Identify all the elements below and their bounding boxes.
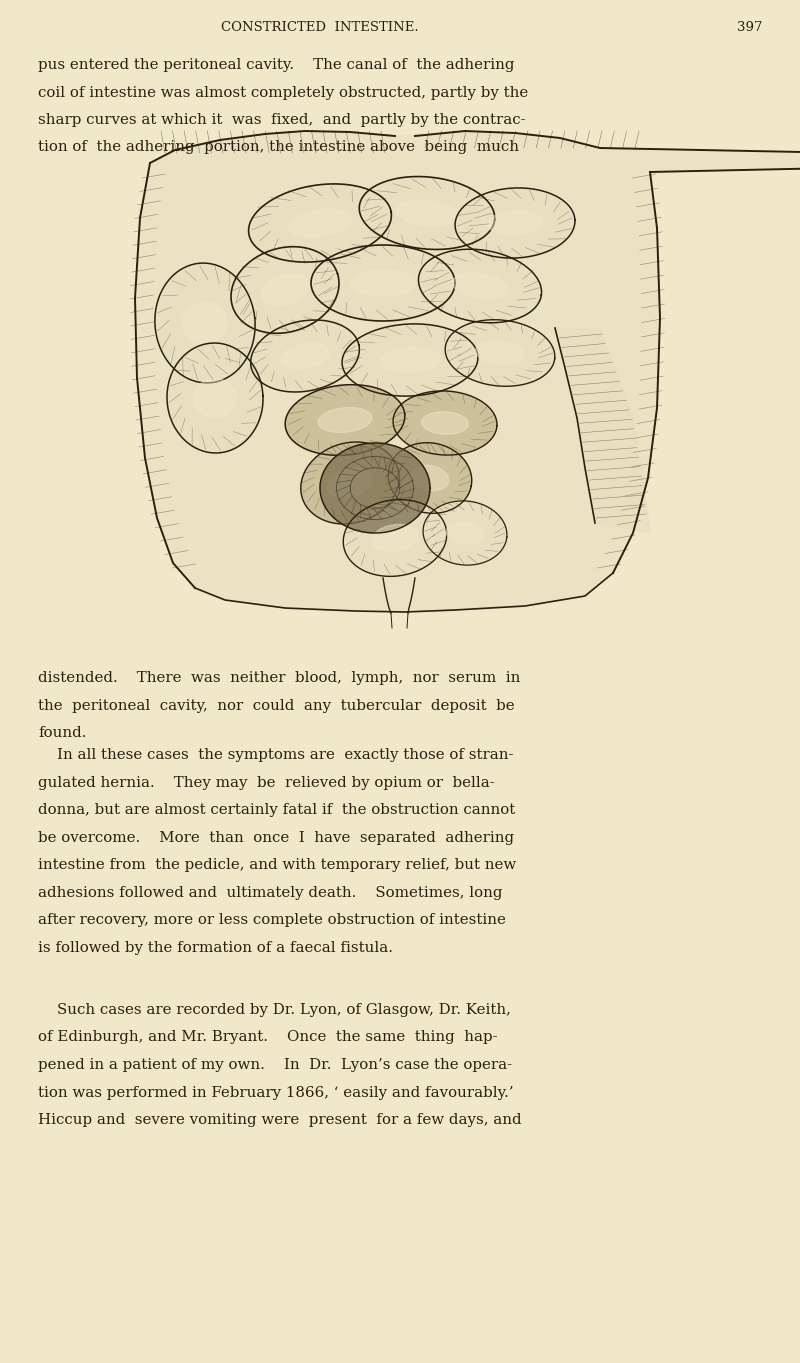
Text: adhesions followed and  ultimately death.    Sometimes, long: adhesions followed and ultimately death.…	[38, 886, 502, 900]
Polygon shape	[393, 391, 497, 455]
Text: of Edinburgh, and Mr. Bryant.    Once  the same  thing  hap-: of Edinburgh, and Mr. Bryant. Once the s…	[38, 1030, 498, 1044]
Text: tion of  the adhering  portion, the intestine above  being  much: tion of the adhering portion, the intest…	[38, 140, 519, 154]
Polygon shape	[320, 443, 430, 533]
Polygon shape	[261, 274, 309, 305]
Polygon shape	[379, 348, 441, 372]
Text: tion was performed in February 1866, ‘ easily and favourably.’: tion was performed in February 1866, ‘ e…	[38, 1085, 514, 1100]
Polygon shape	[167, 343, 263, 453]
Text: pus entered the peritoneal cavity.    The canal of  the adhering: pus entered the peritoneal cavity. The c…	[38, 59, 514, 72]
Polygon shape	[286, 384, 405, 455]
Polygon shape	[343, 500, 446, 577]
Text: Hiccup and  severe vomiting were  present  for a few days, and: Hiccup and severe vomiting were present …	[38, 1114, 522, 1127]
Text: is followed by the formation of a faecal fistula.: is followed by the formation of a faecal…	[38, 940, 393, 954]
Polygon shape	[318, 408, 372, 432]
Polygon shape	[231, 247, 339, 334]
Polygon shape	[342, 324, 478, 397]
Text: donna, but are almost certainly fatal if  the obstruction cannot: donna, but are almost certainly fatal if…	[38, 803, 515, 816]
Polygon shape	[423, 500, 507, 566]
Polygon shape	[250, 320, 359, 393]
Polygon shape	[411, 465, 449, 491]
Polygon shape	[350, 270, 415, 296]
Text: sharp curves at which it  was  fixed,  and  partly by the contrac-: sharp curves at which it was fixed, and …	[38, 113, 526, 127]
Polygon shape	[555, 328, 650, 533]
Polygon shape	[194, 379, 237, 417]
Text: found.: found.	[38, 726, 86, 740]
Polygon shape	[281, 343, 330, 369]
Polygon shape	[301, 442, 399, 523]
Text: gulated hernia.    They may  be  relieved by opium or  bella-: gulated hernia. They may be relieved by …	[38, 776, 494, 789]
Polygon shape	[452, 273, 508, 298]
Polygon shape	[288, 209, 352, 237]
Polygon shape	[311, 245, 455, 322]
Polygon shape	[388, 443, 472, 514]
Text: Such cases are recorded by Dr. Lyon, of Glasgow, Dr. Keith,: Such cases are recorded by Dr. Lyon, of …	[38, 1003, 511, 1017]
Polygon shape	[359, 177, 494, 249]
Polygon shape	[249, 184, 391, 262]
Text: distended.    There  was  neither  blood,  lymph,  nor  serum  in: distended. There was neither blood, lymp…	[38, 671, 520, 686]
Polygon shape	[488, 211, 542, 236]
Text: CONSTRICTED  INTESTINE.: CONSTRICTED INTESTINE.	[221, 20, 419, 34]
Polygon shape	[372, 525, 418, 552]
Polygon shape	[135, 131, 800, 612]
Text: after recovery, more or less complete obstruction of intestine: after recovery, more or less complete ob…	[38, 913, 506, 927]
Polygon shape	[182, 303, 227, 343]
Polygon shape	[155, 263, 255, 383]
Polygon shape	[397, 200, 458, 226]
Polygon shape	[445, 320, 555, 386]
Text: pened in a patient of my own.    In  Dr.  Lyon’s case the opera-: pened in a patient of my own. In Dr. Lyo…	[38, 1058, 512, 1073]
Polygon shape	[455, 188, 575, 258]
Polygon shape	[422, 412, 468, 435]
Text: coil of intestine was almost completely obstructed, partly by the: coil of intestine was almost completely …	[38, 86, 528, 99]
Polygon shape	[446, 522, 484, 544]
Text: In all these cases  the symptoms are  exactly those of stran-: In all these cases the symptoms are exac…	[38, 748, 514, 762]
Polygon shape	[418, 249, 542, 323]
Polygon shape	[475, 341, 525, 365]
Text: 397: 397	[737, 20, 762, 34]
Text: be overcome.    More  than  once  I  have  separated  adhering: be overcome. More than once I have separ…	[38, 830, 514, 845]
Polygon shape	[328, 468, 372, 497]
Text: intestine from  the pedicle, and with temporary relief, but new: intestine from the pedicle, and with tem…	[38, 857, 516, 872]
Text: the  peritoneal  cavity,  nor  could  any  tubercular  deposit  be: the peritoneal cavity, nor could any tub…	[38, 698, 514, 713]
